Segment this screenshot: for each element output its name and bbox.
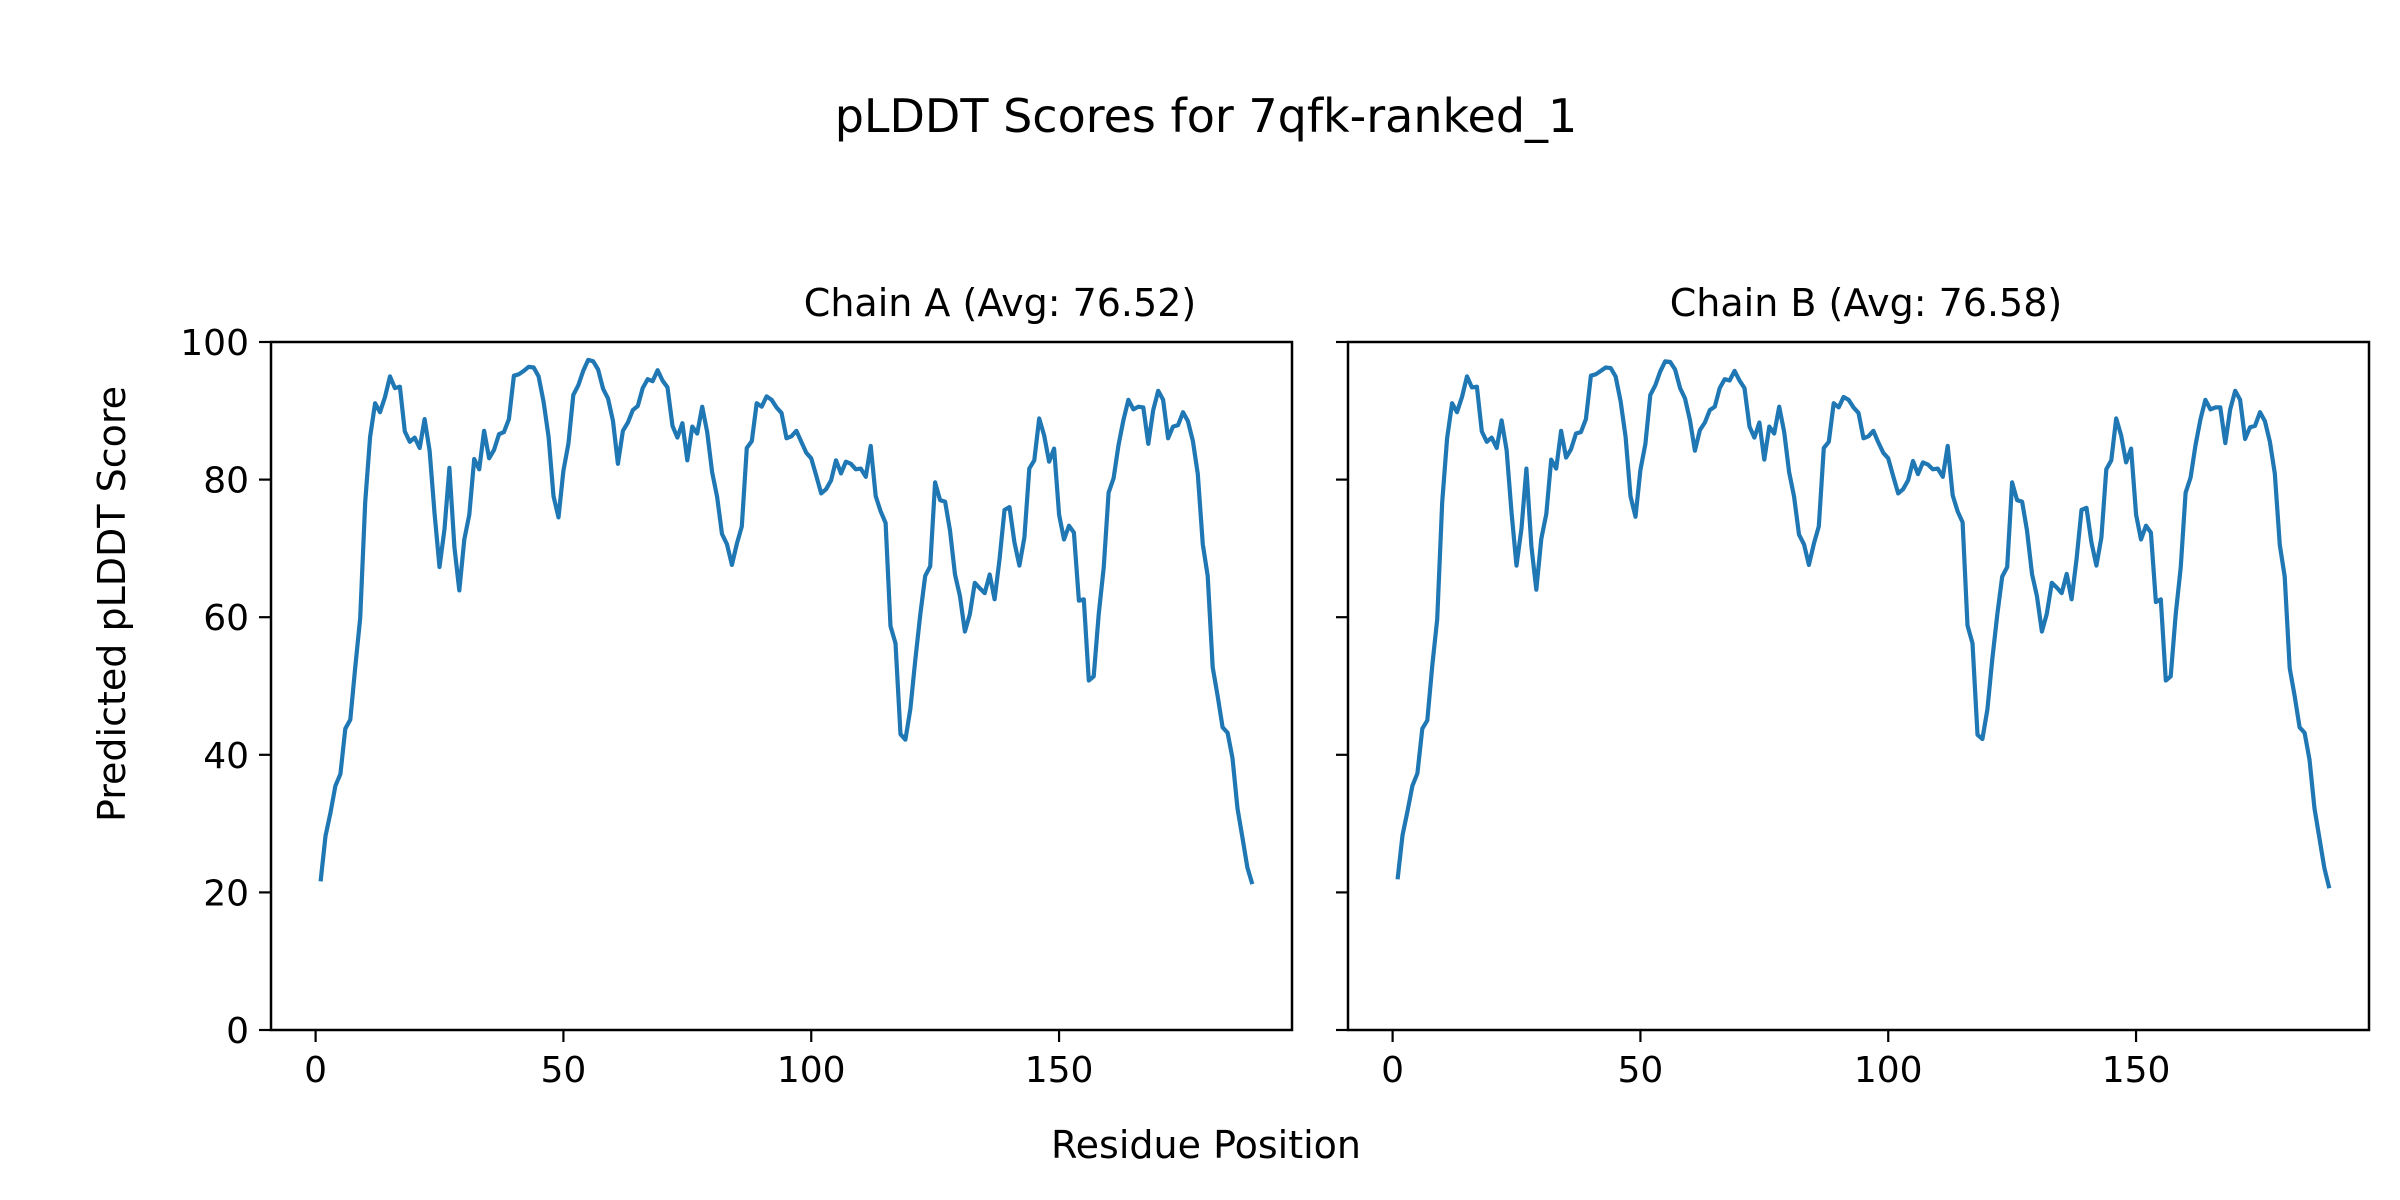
x-axis-label: Residue Position xyxy=(1051,1123,1361,1167)
x-tick-label-a: 0 xyxy=(304,1050,327,1091)
y-tick-label-a: 20 xyxy=(203,873,249,914)
panel-b-title: Chain B (Avg: 76.58) xyxy=(1670,281,2062,325)
y-tick-label-a: 60 xyxy=(203,598,249,639)
y-tick-label-a: 40 xyxy=(203,736,249,777)
x-tick-label-b: 150 xyxy=(2102,1050,2171,1091)
panel-a-frame xyxy=(269,340,1294,1032)
series-line-chain-a xyxy=(318,357,1255,885)
x-tick-label-a: 150 xyxy=(1025,1050,1094,1091)
y-axis-label: Predicted pLDDT Score xyxy=(90,386,134,822)
figure-title: pLDDT Scores for 7qfk-ranked_1 xyxy=(835,89,1578,143)
panel-a-title: Chain A (Avg: 76.52) xyxy=(804,281,1196,325)
x-tick-label-b: 50 xyxy=(1618,1050,1664,1091)
x-tick-label-a: 50 xyxy=(541,1050,587,1091)
y-tick-label-a: 100 xyxy=(180,323,249,364)
y-tick-label-a: 0 xyxy=(226,1011,249,1052)
x-tick-label-b: 0 xyxy=(1381,1050,1404,1091)
panel-chain-b: Chain B (Avg: 76.58) 0 50 100 150 xyxy=(1336,281,2371,1091)
panel-chain-a: Chain A (Avg: 76.52) 0 50 100 150 0 20 40 60 80 1… xyxy=(180,281,1294,1091)
x-tick-label-a: 100 xyxy=(777,1050,846,1091)
panel-b-frame xyxy=(1346,340,2371,1032)
x-tick-label-b: 100 xyxy=(1854,1050,1923,1091)
y-tick-label-a: 80 xyxy=(203,461,249,502)
series-line-chain-b xyxy=(1395,359,2332,889)
